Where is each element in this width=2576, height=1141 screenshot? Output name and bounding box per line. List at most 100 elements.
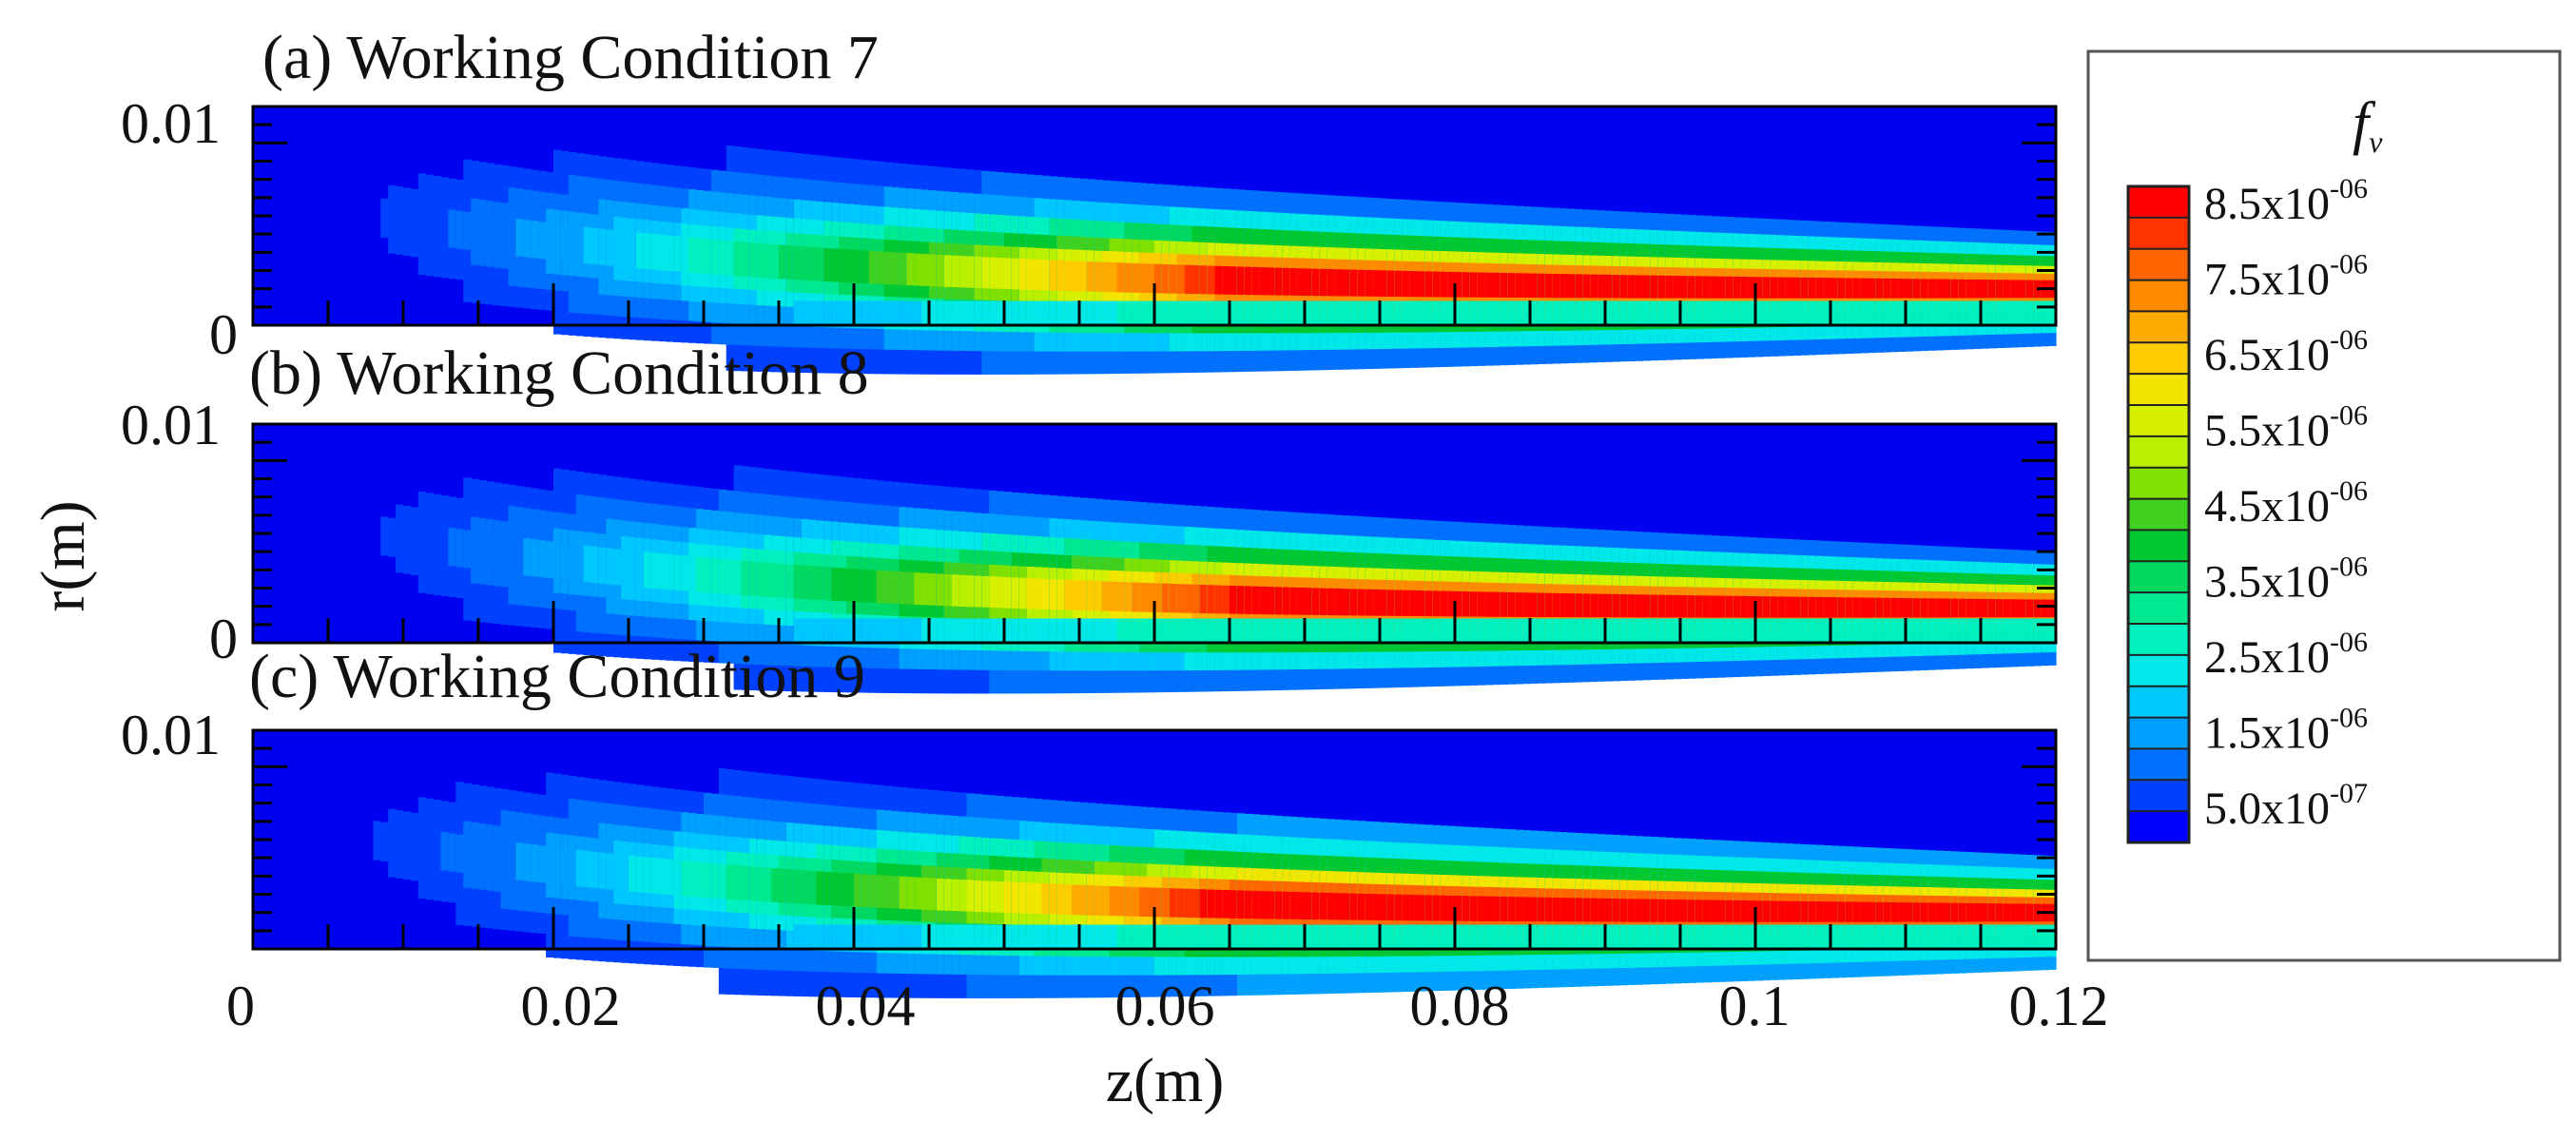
axis-band-strip xyxy=(981,924,990,950)
axis-band-strip xyxy=(1522,618,1531,644)
soot-strip xyxy=(403,825,412,865)
soot-strip xyxy=(1883,597,1891,618)
axis-band-strip xyxy=(906,300,915,326)
soot-strip xyxy=(1492,591,1501,617)
axis-band-strip xyxy=(1642,618,1651,644)
soot-strip xyxy=(471,531,479,570)
axis-band-strip xyxy=(1748,300,1756,326)
soot-strip xyxy=(771,868,780,902)
x-tick-label: 0.06 xyxy=(1115,975,1215,1037)
soot-strip xyxy=(1710,899,1719,922)
axis-band-strip xyxy=(1702,924,1712,950)
soot-strip xyxy=(823,871,832,905)
colorbar-scale xyxy=(2126,184,2191,844)
axis-band-strip xyxy=(1845,924,1854,950)
soot-strip xyxy=(1619,899,1629,922)
axis-band-strip xyxy=(2010,924,2020,950)
soot-strip xyxy=(440,832,449,871)
soot-strip xyxy=(989,257,997,289)
axis-band-strip xyxy=(1079,924,1088,950)
axis-band-strip xyxy=(1785,300,1794,326)
axis-band-strip xyxy=(1687,618,1696,644)
soot-strip xyxy=(1800,277,1809,299)
soot-strip xyxy=(2018,599,2026,618)
axis-band-strip xyxy=(1492,924,1501,950)
soot-strip xyxy=(417,204,427,244)
axis-band-strip xyxy=(1598,300,1606,326)
axis-band-strip xyxy=(989,924,997,950)
axis-band-strip xyxy=(1559,300,1569,326)
axis-band-strip xyxy=(1026,300,1036,326)
soot-strip xyxy=(1154,263,1163,294)
axis-band-strip xyxy=(1169,300,1178,326)
axis-band-strip xyxy=(1612,300,1621,326)
panel-c: (c) Working Condition 9 0.01 xyxy=(121,642,2058,998)
soot-strip xyxy=(2018,280,2026,299)
soot-strip xyxy=(1852,901,1862,922)
soot-strip xyxy=(1845,597,1854,618)
soot-strip xyxy=(1987,903,1997,922)
axis-band-strip xyxy=(1484,924,1494,950)
soot-strip xyxy=(1860,901,1869,922)
soot-strip xyxy=(1642,275,1651,299)
soot-strip xyxy=(921,878,930,910)
axis-band-strip xyxy=(1920,300,1929,326)
x-tick-label: 0 xyxy=(226,975,255,1037)
axis-band-strip xyxy=(1943,300,1951,326)
axis-band-strip xyxy=(1515,618,1523,644)
axis-band-strip xyxy=(846,618,855,644)
soot-strip xyxy=(1981,598,1989,618)
soot-strip xyxy=(1056,883,1065,915)
y-tick-label: 0 xyxy=(209,608,238,670)
axis-band-strip xyxy=(1619,924,1629,950)
soot-strip xyxy=(1567,593,1576,618)
axis-band-strip xyxy=(1447,924,1456,950)
soot-strip xyxy=(1702,276,1712,299)
axis-band-strip xyxy=(1492,618,1501,644)
soot-strip xyxy=(1733,595,1741,618)
soot-strip xyxy=(1717,899,1726,922)
axis-band-strip xyxy=(1537,300,1546,326)
soot-strip xyxy=(1101,885,1111,917)
soot-strip xyxy=(598,852,607,889)
soot-strip xyxy=(471,212,479,251)
axis-band-strip xyxy=(1515,300,1523,326)
axis-band-strip xyxy=(943,924,953,950)
colorbar-band xyxy=(2128,624,2189,656)
axis-band-strip xyxy=(1920,618,1929,644)
soot-strip xyxy=(553,542,562,579)
axis-band-strip xyxy=(1507,300,1516,326)
soot-strip xyxy=(1582,898,1591,922)
colorbar-band xyxy=(2128,530,2189,562)
axis-band-strip xyxy=(1432,300,1441,326)
soot-strip xyxy=(1650,899,1658,922)
axis-band-strip xyxy=(1868,300,1876,326)
soot-strip xyxy=(666,859,674,896)
axis-band-strip xyxy=(1815,618,1824,644)
axis-band-strip xyxy=(1981,300,1989,326)
colorbar-tick-label: 6.5x10-06 xyxy=(2204,324,2368,380)
axis-band-strip xyxy=(1184,924,1193,950)
axis-band-strip xyxy=(1056,924,1065,950)
soot-strip xyxy=(1883,278,1891,299)
axis-band-strip xyxy=(1740,618,1749,644)
axis-band-strip xyxy=(2018,924,2026,950)
axis-band-strip xyxy=(1950,924,1959,950)
axis-band-strip xyxy=(1958,924,1966,950)
soot-strip xyxy=(1440,895,1448,921)
soot-strip xyxy=(1244,890,1253,919)
soot-strip xyxy=(621,550,629,587)
axis-band-strip xyxy=(1717,924,1726,950)
colorbar-band xyxy=(2128,561,2189,593)
axis-band-strip xyxy=(1011,924,1020,950)
soot-strip xyxy=(899,571,907,605)
soot-strip xyxy=(1875,278,1884,299)
axis-band-strip xyxy=(1484,300,1494,326)
soot-strip xyxy=(546,541,554,579)
axis-band-strip xyxy=(1169,924,1178,950)
axis-band-strip xyxy=(1619,618,1629,644)
soot-strip xyxy=(1815,901,1824,922)
soot-strip xyxy=(1349,589,1358,616)
soot-strip xyxy=(1455,590,1463,617)
soot-strip xyxy=(1590,898,1598,922)
